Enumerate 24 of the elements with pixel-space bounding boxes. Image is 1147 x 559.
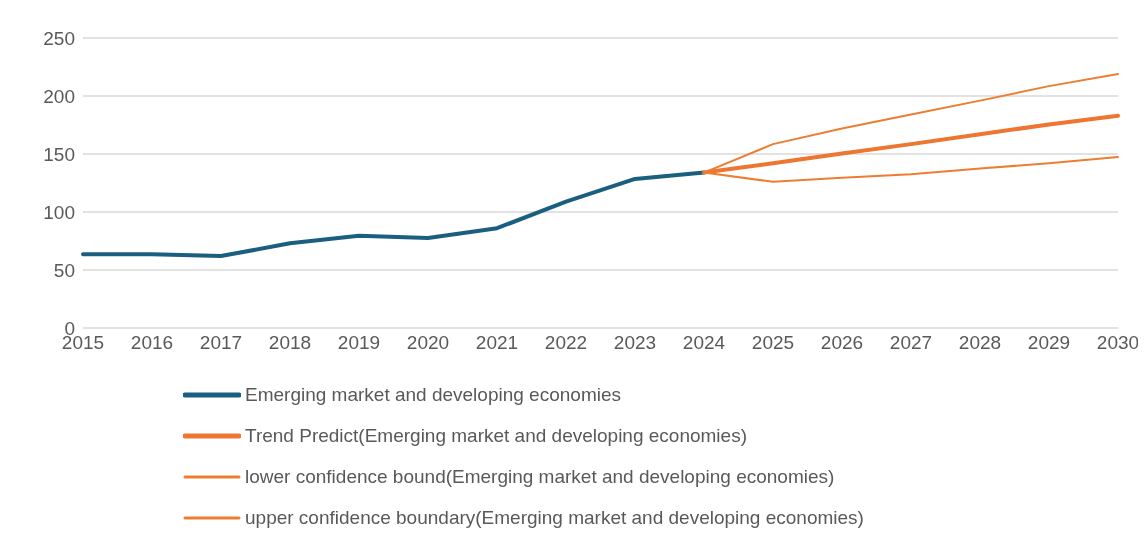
x-tick-label: 2025 <box>751 332 795 354</box>
y-tick-label: 200 <box>43 85 75 107</box>
y-tick-label: 50 <box>53 259 75 281</box>
x-tick-label: 2016 <box>130 332 174 354</box>
x-tick-label: 2028 <box>958 332 1002 354</box>
x-tick-label: 2029 <box>1027 332 1071 354</box>
x-tick-label: 2024 <box>682 332 726 354</box>
x-tick-label: 2021 <box>475 332 519 354</box>
x-tick-label: 2023 <box>613 332 657 354</box>
x-tick-label: 2020 <box>406 332 450 354</box>
x-tick-label: 2026 <box>820 332 864 354</box>
x-tick-label: 2017 <box>199 332 243 354</box>
x-tick-label: 2018 <box>268 332 312 354</box>
legend-label: lower confidence bound(Emerging market and developing economies) <box>245 465 835 488</box>
x-tick-label: 2027 <box>889 332 933 354</box>
x-tick-label: 2030 <box>1096 332 1140 354</box>
legend-label: Trend Predict(Emerging market and developing economies) <box>245 424 747 447</box>
y-tick-label: 250 <box>43 27 75 49</box>
legend-label: Emerging market and developing economies <box>245 383 621 406</box>
x-tick-label: 2019 <box>337 332 381 354</box>
legend-label: upper confidence boundary(Emerging market and developing economies) <box>245 506 864 529</box>
x-tick-label: 2022 <box>544 332 588 354</box>
y-tick-label: 100 <box>43 201 75 223</box>
y-tick-label: 150 <box>43 143 75 165</box>
